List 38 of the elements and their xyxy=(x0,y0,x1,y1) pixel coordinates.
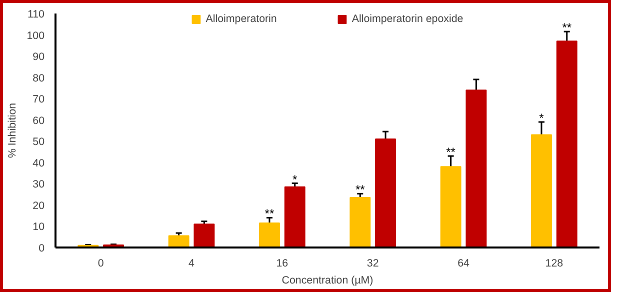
annotation: * xyxy=(292,172,298,186)
bar xyxy=(194,224,215,248)
y-tick-label: 20 xyxy=(32,200,45,212)
annotation: ** xyxy=(446,145,456,160)
bar xyxy=(531,134,552,248)
y-tick-label: 50 xyxy=(32,136,45,148)
y-axis-title: % Inhibition xyxy=(6,102,19,158)
legend-label: Alloimperatorin xyxy=(206,13,277,25)
legend-label: Alloimperatorin epoxide xyxy=(352,13,464,25)
x-tick-label: 64 xyxy=(458,258,470,270)
bar xyxy=(466,90,487,248)
y-tick-label: 30 xyxy=(32,178,45,191)
y-tick-label: 80 xyxy=(32,72,45,84)
x-axis-title: Concentration (µM) xyxy=(282,274,374,286)
y-tick-label: 40 xyxy=(32,157,45,170)
x-tick-label: 128 xyxy=(545,258,564,270)
annotation: ** xyxy=(562,20,572,35)
bar xyxy=(350,197,371,248)
bar xyxy=(284,186,306,248)
bar xyxy=(375,138,396,248)
annotation: * xyxy=(539,110,544,125)
annotation: ** xyxy=(264,206,274,221)
y-tick-label: 60 xyxy=(32,114,45,127)
x-tick-label: 4 xyxy=(188,258,195,270)
bar xyxy=(168,235,190,248)
bar xyxy=(556,40,578,248)
y-tick-label: 90 xyxy=(32,51,45,64)
x-tick-label: 0 xyxy=(98,258,104,270)
y-tick-label: 110 xyxy=(28,8,45,20)
y-tick-label: 0 xyxy=(38,242,45,254)
bar xyxy=(440,166,462,248)
bar xyxy=(259,222,280,248)
annotation: ** xyxy=(355,182,366,197)
y-tick-label: 100 xyxy=(26,30,45,42)
x-tick-label: 32 xyxy=(366,258,379,270)
y-tick-label: 10 xyxy=(32,221,45,234)
y-tick-label: 70 xyxy=(32,94,45,106)
x-tick-label: 16 xyxy=(276,258,288,270)
